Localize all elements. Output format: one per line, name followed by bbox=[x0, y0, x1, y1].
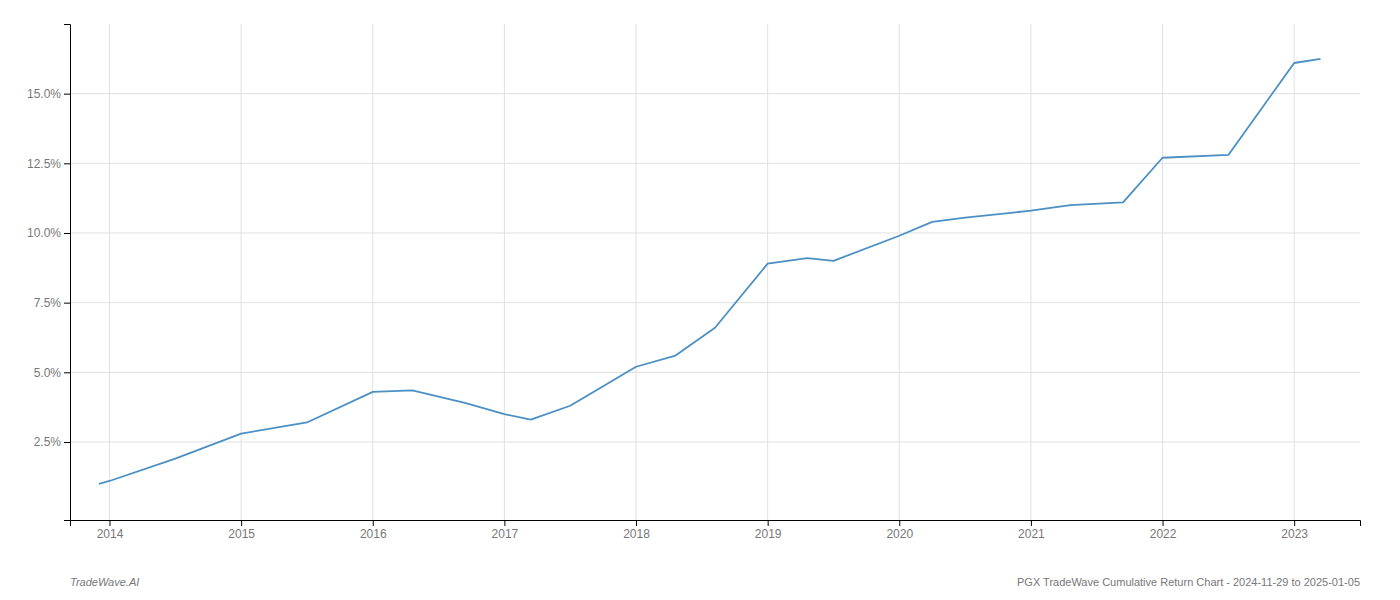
chart: 2014 2015 2016 2017 2018 2019 2020 2021 2022 2023… bbox=[0, 0, 1400, 600]
y-tick-mark bbox=[64, 163, 70, 164]
x-tick-label: 2016 bbox=[360, 527, 387, 541]
y-tick-label: 12.5% bbox=[27, 157, 61, 171]
x-tick: 2018 bbox=[623, 520, 650, 541]
x-tick: 2017 bbox=[492, 520, 519, 541]
grid-line-x bbox=[109, 24, 110, 520]
x-tick-label: 2019 bbox=[755, 527, 782, 541]
x-tick-mark bbox=[1031, 520, 1032, 526]
y-tick-label: 10.0% bbox=[27, 226, 61, 240]
y-tick: 2.5% bbox=[34, 435, 70, 449]
x-tick-mark bbox=[504, 520, 505, 526]
x-tick-mark bbox=[1163, 520, 1164, 526]
x-tick: 2021 bbox=[1018, 520, 1045, 541]
y-tick-label: 15.0% bbox=[27, 87, 61, 101]
x-tick: 2022 bbox=[1150, 520, 1177, 541]
x-tick-mark bbox=[373, 520, 374, 526]
x-tick: 2019 bbox=[755, 520, 782, 541]
x-tick-label: 2018 bbox=[623, 527, 650, 541]
grid-line-x bbox=[1294, 24, 1295, 520]
x-tick: 2023 bbox=[1281, 520, 1308, 541]
y-tick-mark bbox=[64, 372, 70, 373]
y-tick-mark bbox=[64, 442, 70, 443]
grid bbox=[70, 24, 1360, 520]
y-tick-mark bbox=[64, 303, 70, 304]
x-tick: 2015 bbox=[228, 520, 255, 541]
x-tick-mark bbox=[109, 520, 110, 526]
marks bbox=[99, 59, 1321, 484]
x-tick-label: 2020 bbox=[886, 527, 913, 541]
x-tick-label: 2023 bbox=[1281, 527, 1308, 541]
x-tick: 2020 bbox=[886, 520, 913, 541]
x-tick-mark bbox=[241, 520, 242, 526]
y-tick-label: 7.5% bbox=[34, 296, 62, 310]
y-tick: 12.5% bbox=[27, 157, 70, 171]
y-tick: 10.0% bbox=[27, 226, 70, 240]
grid-line-y bbox=[70, 93, 1360, 94]
grid-line-x bbox=[1162, 24, 1163, 520]
y-tick-label: 5.0% bbox=[34, 366, 62, 380]
grid-line-x bbox=[504, 24, 505, 520]
x-tick-mark bbox=[1294, 520, 1295, 526]
grid-line-x bbox=[767, 24, 768, 520]
x-tick-mark bbox=[899, 520, 900, 526]
y-axis-line bbox=[64, 25, 71, 521]
grid-line-y bbox=[70, 163, 1360, 164]
line bbox=[99, 59, 1321, 484]
x-axis: 2014 2015 2016 2017 2018 2019 2020 2021 2022 2023 bbox=[71, 520, 1361, 541]
x-tick: 2014 bbox=[97, 520, 124, 541]
plot: 2014 2015 2016 2017 2018 2019 2020 2021 2022 2023… bbox=[27, 24, 1361, 541]
x-tick-mark bbox=[768, 520, 769, 526]
x-tick-label: 2017 bbox=[492, 527, 519, 541]
x-axis-line bbox=[71, 521, 1361, 527]
x-tick-label: 2014 bbox=[97, 527, 124, 541]
grid-line-x bbox=[636, 24, 637, 520]
y-tick: 7.5% bbox=[34, 296, 70, 310]
x-tick-label: 2015 bbox=[228, 527, 255, 541]
footer-left: TradeWave.AI bbox=[70, 576, 139, 588]
grid-line-x bbox=[372, 24, 373, 520]
x-tick-label: 2021 bbox=[1018, 527, 1045, 541]
y-tick: 5.0% bbox=[34, 366, 70, 380]
y-tick: 15.0% bbox=[27, 87, 70, 101]
grid-line-x bbox=[241, 24, 242, 520]
footer-right: PGX TradeWave Cumulative Return Chart - … bbox=[1017, 576, 1360, 588]
y-tick-label: 2.5% bbox=[34, 435, 62, 449]
grid-line-y bbox=[70, 372, 1360, 373]
grid-line-x bbox=[899, 24, 900, 520]
x-tick-label: 2022 bbox=[1150, 527, 1177, 541]
y-tick-mark bbox=[64, 94, 70, 95]
x-tick-mark bbox=[636, 520, 637, 526]
x-tick: 2016 bbox=[360, 520, 387, 541]
grid-line-y bbox=[70, 232, 1360, 233]
y-tick-mark bbox=[64, 233, 70, 234]
grid-line-x bbox=[1030, 24, 1031, 520]
y-axis: 2.5% 5.0% 7.5% 10.0% 12.5% 15.0% bbox=[27, 25, 71, 521]
grid-line-y bbox=[70, 302, 1360, 303]
grid-line-y bbox=[70, 441, 1360, 442]
